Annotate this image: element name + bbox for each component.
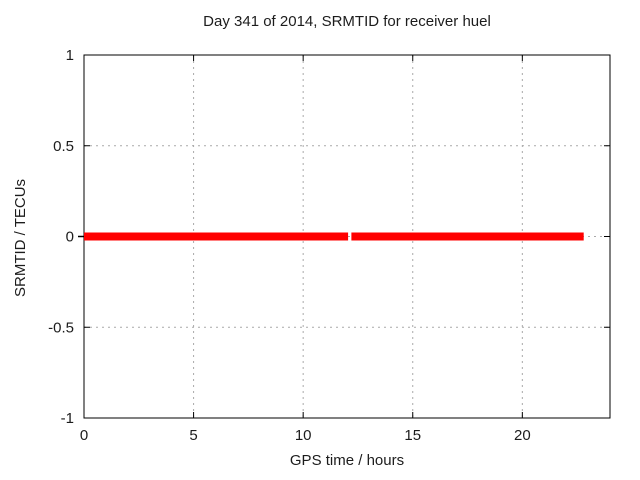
y-tick-label: 0.5 [53, 138, 74, 155]
y-tick-label: -0.5 [48, 319, 74, 336]
x-tick-label: 0 [80, 427, 88, 444]
x-tick-label: 10 [295, 427, 312, 444]
x-axis-label: GPS time / hours [289, 452, 405, 469]
y-axis-label: SRMTID / TECUs [12, 178, 29, 297]
x-tick-label: 15 [404, 427, 421, 444]
chart-title: Day 341 of 2014, SRMTID for receiver hue… [203, 13, 491, 30]
y-tick-label: 0 [66, 229, 74, 246]
x-tick-label: 5 [189, 427, 197, 444]
y-tick-label: 1 [66, 47, 74, 64]
x-tick-label: 20 [514, 427, 531, 444]
y-tick-label: -1 [61, 410, 74, 427]
